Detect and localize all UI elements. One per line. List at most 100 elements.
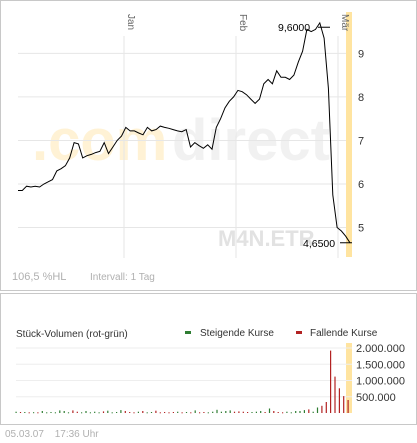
volume-bar <box>111 412 113 414</box>
price-annotations: 9,6000 4,6500 <box>278 22 352 250</box>
volume-bar <box>54 412 56 414</box>
volume-bar <box>220 411 222 413</box>
volume-bar <box>308 409 310 413</box>
volume-grid <box>16 347 352 398</box>
volume-bar <box>24 412 26 413</box>
volume-bar <box>282 412 284 414</box>
volume-chart: Stück-Volumen (rot-grün) Steigende Kurse… <box>0 293 417 425</box>
volume-bar <box>316 407 319 413</box>
volume-bar <box>181 412 183 414</box>
volume-bars <box>15 350 349 414</box>
volume-bar <box>312 411 314 413</box>
volume-bar <box>290 412 292 414</box>
volume-bar <box>107 410 109 413</box>
x-tick-label: Mär <box>339 14 350 32</box>
volume-bar <box>129 412 131 413</box>
volume-panel-frame <box>0 293 417 425</box>
volume-bar <box>50 412 52 413</box>
volume-bar <box>286 411 288 413</box>
volume-bar <box>46 412 48 414</box>
volume-bar <box>225 411 227 413</box>
volume-bar <box>98 412 100 414</box>
volume-bar <box>242 411 244 413</box>
volume-bar <box>146 412 148 414</box>
volume-bar <box>142 411 144 413</box>
footer-time: 17:36 Uhr <box>54 429 99 440</box>
volume-bar <box>120 410 122 413</box>
volume-bar <box>28 412 30 414</box>
volume-bar <box>81 412 83 414</box>
volume-bar <box>190 412 192 414</box>
annotation-label: 4,6500 <box>303 238 335 250</box>
volume-bar <box>19 412 22 413</box>
volume-bar <box>321 405 323 413</box>
volume-y-tick-label: 1.000.000 <box>356 376 405 388</box>
volume-current-highlight <box>346 343 352 413</box>
volume-bar <box>102 411 105 413</box>
volume-bar <box>334 376 336 413</box>
volume-bar <box>172 412 174 413</box>
volume-bar <box>168 412 170 414</box>
volume-bar <box>124 411 126 413</box>
volume-bar <box>251 412 253 413</box>
footer-date: 05.03.07 <box>5 429 44 440</box>
volume-bar <box>150 412 153 413</box>
current-day-highlight <box>346 12 352 257</box>
volume-bar <box>255 411 257 413</box>
legend-fall-swatch <box>296 331 302 334</box>
volume-bar <box>137 411 139 413</box>
volume-bar <box>238 411 240 413</box>
volume-bar <box>164 412 166 413</box>
price-y-axis: 5 6 7 8 9 <box>358 48 364 234</box>
volume-bar <box>295 411 297 413</box>
price-grid <box>18 36 352 258</box>
x-tick-label: Jan <box>125 14 136 30</box>
volume-bar <box>199 412 201 414</box>
volume-bar <box>343 396 345 413</box>
volume-y-tick-label: 1.500.000 <box>356 359 405 371</box>
volume-bar <box>177 411 179 413</box>
legend-rise-label: Steigende Kurse <box>200 328 274 339</box>
volume-bar <box>185 412 188 413</box>
volume-bar <box>63 411 65 413</box>
volume-bar <box>338 388 340 413</box>
volume-bar <box>268 408 271 413</box>
volume-bar <box>41 411 43 413</box>
volume-bar <box>76 411 78 413</box>
y-tick-label: 5 <box>358 223 364 235</box>
volume-bar <box>264 412 266 413</box>
volume-bar <box>15 411 17 413</box>
volume-bar <box>229 410 231 413</box>
volume-bar <box>277 412 279 413</box>
volume-bar <box>72 410 74 413</box>
volume-bar <box>194 410 196 413</box>
percent-change: 106,5 %HL <box>12 271 66 283</box>
interval-label: Intervall: 1 Tag <box>90 272 155 283</box>
price-series <box>18 21 351 244</box>
volume-bar <box>260 411 262 413</box>
volume-bar <box>155 410 157 413</box>
volume-bar <box>273 411 275 413</box>
y-tick-label: 8 <box>358 92 364 104</box>
volume-bar <box>33 412 35 414</box>
legend-rise-swatch <box>185 331 191 334</box>
volume-bar <box>133 412 135 414</box>
timestamp-footer: 05.03.07 17:36 Uhr <box>5 429 107 440</box>
volume-y-axis: 500.000 1.000.000 1.500.000 2.000.000 <box>356 343 405 404</box>
annotation-label: 9,6000 <box>278 22 310 34</box>
volume-bar <box>67 412 70 414</box>
volume-y-tick-label: 2.000.000 <box>356 343 405 355</box>
symbol-watermark: M4N.ETR <box>218 226 315 251</box>
volume-bar <box>299 411 301 413</box>
volume-bar <box>94 411 96 413</box>
volume-bar <box>212 411 214 413</box>
y-tick-label: 6 <box>358 179 364 191</box>
volume-y-tick-label: 500.000 <box>356 392 396 404</box>
volume-bar <box>216 409 218 414</box>
x-tick-label: Feb <box>237 14 248 32</box>
volume-bar <box>203 412 205 413</box>
volume-bar <box>247 412 249 413</box>
y-tick-label: 9 <box>358 48 364 60</box>
volume-bar <box>207 412 209 414</box>
